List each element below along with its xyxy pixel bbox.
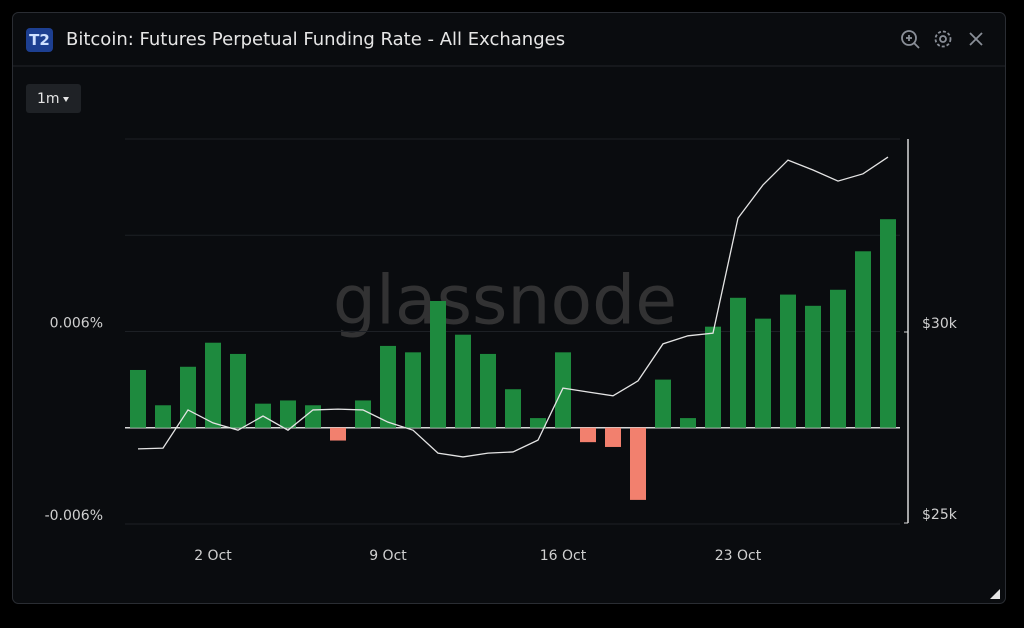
bar bbox=[205, 342, 221, 428]
bar bbox=[780, 294, 796, 428]
bar bbox=[230, 353, 246, 428]
badge bbox=[26, 28, 53, 52]
bar bbox=[555, 352, 571, 428]
bar bbox=[580, 427, 596, 443]
panel bbox=[12, 12, 1006, 604]
x-tick-label: 23 Oct bbox=[715, 548, 762, 564]
bar bbox=[530, 418, 546, 428]
bar bbox=[330, 427, 346, 441]
resolution-button[interactable] bbox=[26, 84, 81, 113]
y2-tick-label: $25k bbox=[922, 507, 958, 523]
watermark: glassnode bbox=[333, 262, 677, 341]
bar bbox=[705, 326, 721, 428]
bar bbox=[430, 301, 446, 428]
bar bbox=[405, 352, 421, 428]
close-icon[interactable] bbox=[969, 32, 983, 46]
settings-icon[interactable] bbox=[934, 30, 952, 48]
x-tick-label: 2 Oct bbox=[194, 548, 232, 564]
y-tick-label: 0.006% bbox=[50, 315, 103, 331]
bar bbox=[855, 251, 871, 428]
bar bbox=[305, 405, 321, 428]
bar bbox=[880, 219, 896, 428]
bar bbox=[380, 345, 396, 428]
badge-text: T2 bbox=[29, 31, 50, 49]
x-tick-label: 16 Oct bbox=[540, 548, 587, 564]
zoom-icon[interactable] bbox=[901, 30, 920, 49]
icons bbox=[901, 30, 983, 49]
bar bbox=[505, 389, 521, 428]
bar bbox=[755, 318, 771, 428]
y2-tick-label: $30k bbox=[922, 316, 958, 332]
dropdown-caret bbox=[63, 97, 69, 102]
bar bbox=[130, 369, 146, 428]
bar bbox=[830, 289, 846, 428]
bar bbox=[280, 400, 296, 428]
price-line bbox=[137, 156, 889, 458]
bar bbox=[605, 427, 621, 447]
resolution-label: 1m bbox=[37, 91, 60, 107]
bar bbox=[155, 405, 171, 428]
x-tick-label: 9 Oct bbox=[369, 548, 407, 564]
bar bbox=[805, 305, 821, 428]
bar bbox=[730, 297, 746, 428]
panel-title: Bitcoin: Futures Perpetual Funding Rate … bbox=[66, 29, 565, 50]
bar bbox=[630, 427, 646, 500]
bar bbox=[655, 379, 671, 428]
bar bbox=[455, 334, 471, 428]
bar bbox=[680, 418, 696, 428]
resize-handle[interactable] bbox=[990, 589, 1000, 599]
bar bbox=[355, 400, 371, 428]
bar bbox=[480, 353, 496, 428]
y-tick-label: -0.006% bbox=[45, 508, 103, 524]
